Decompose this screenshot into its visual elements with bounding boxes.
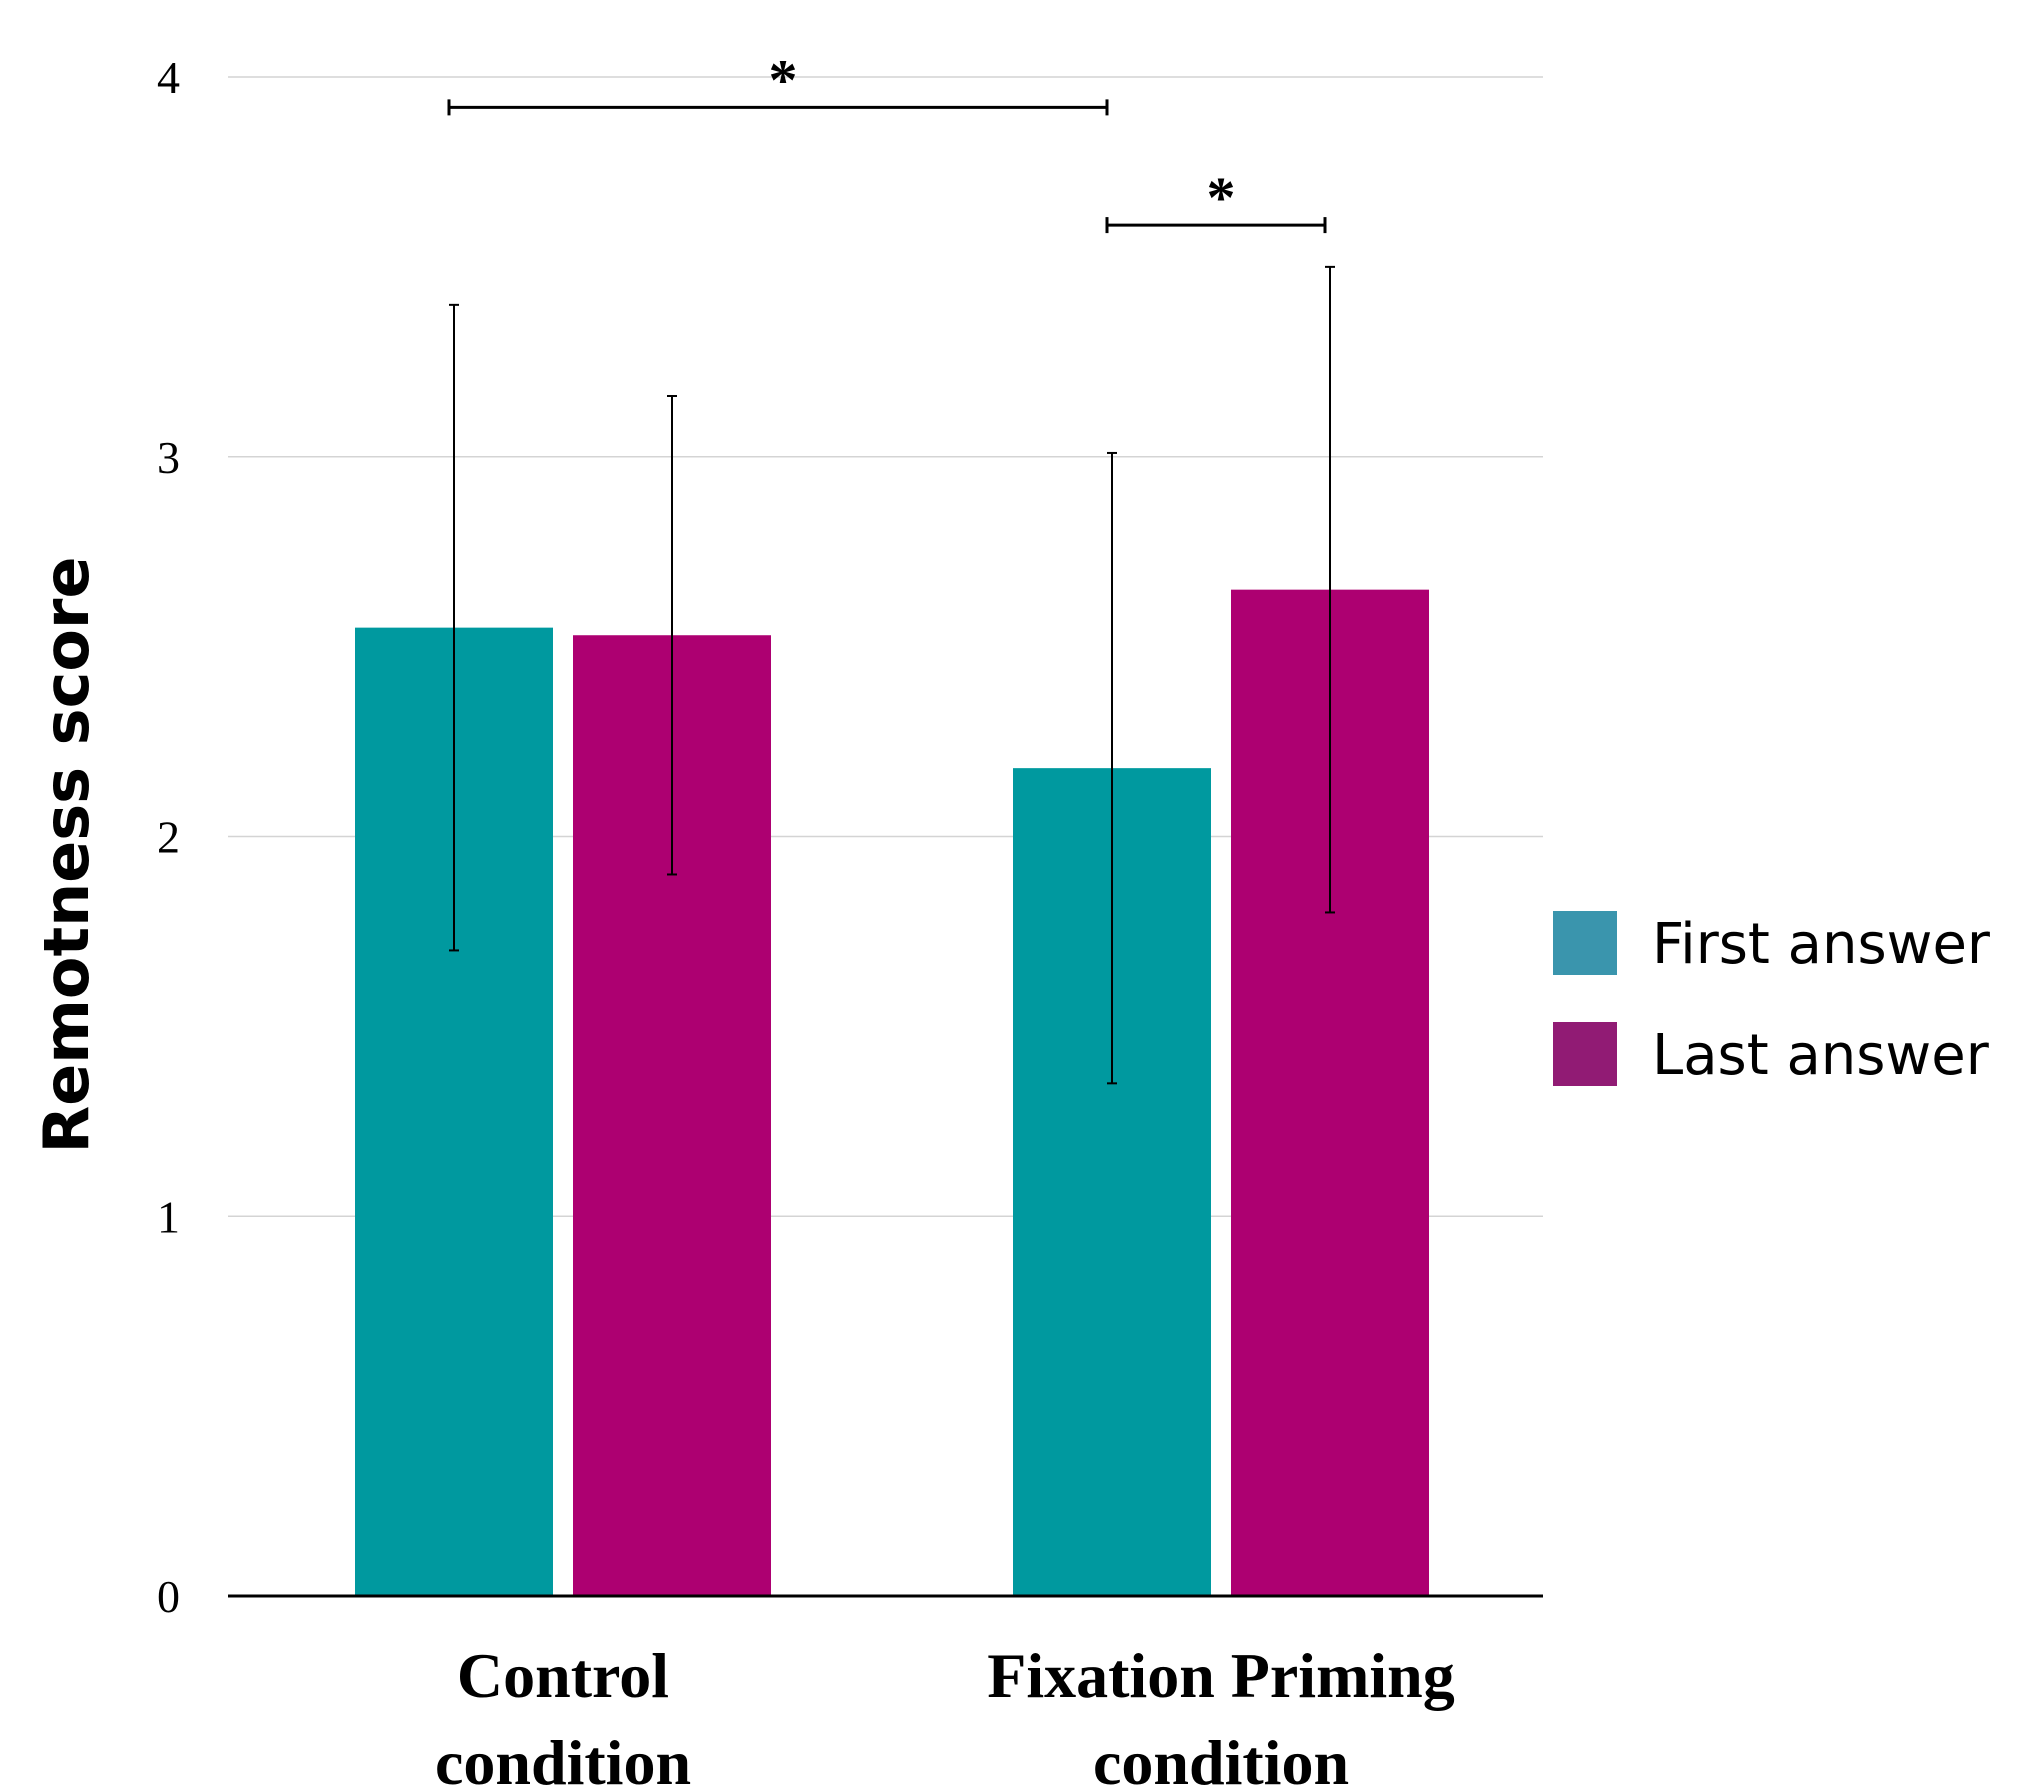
legend: First answer Last answer <box>1553 911 1991 1088</box>
significance-bracket <box>447 99 1109 116</box>
significance-bracket <box>1105 217 1327 234</box>
legend-swatch <box>1553 911 1617 975</box>
y-tick-label: 4 <box>157 52 180 103</box>
legend-label: Last answer <box>1652 1023 1990 1088</box>
y-tick-labels: 0 1 2 3 4 <box>157 52 180 1622</box>
legend-item: Last answer <box>1553 1022 1990 1088</box>
legend-item: First answer <box>1553 911 1991 977</box>
error-bar <box>1325 265 1335 914</box>
category-label-line2: condition <box>1093 1727 1349 1791</box>
legend-swatch <box>1553 1022 1617 1086</box>
error-bars <box>449 265 1335 1085</box>
y-tick-label: 1 <box>157 1191 180 1242</box>
category-label-line2: condition <box>435 1727 691 1791</box>
error-bar <box>667 394 677 876</box>
error-bar <box>449 303 459 952</box>
y-axis-label: Remotness score <box>30 556 103 1153</box>
error-bar <box>1107 451 1117 1085</box>
significance-annotations: ** <box>447 47 1327 234</box>
category-label-line1: Control <box>457 1640 669 1711</box>
y-tick-label: 2 <box>157 812 180 863</box>
category-label-line1: Fixation Priming <box>987 1640 1455 1711</box>
y-tick-label: 3 <box>157 432 180 483</box>
bars <box>355 589 1429 1596</box>
legend-label: First answer <box>1652 912 1991 977</box>
category-labels: Control condition Fixation Priming conditio… <box>435 1640 1455 1791</box>
y-tick-label: 0 <box>157 1571 180 1622</box>
significance-star: * <box>1207 165 1236 230</box>
significance-star: * <box>769 47 798 112</box>
